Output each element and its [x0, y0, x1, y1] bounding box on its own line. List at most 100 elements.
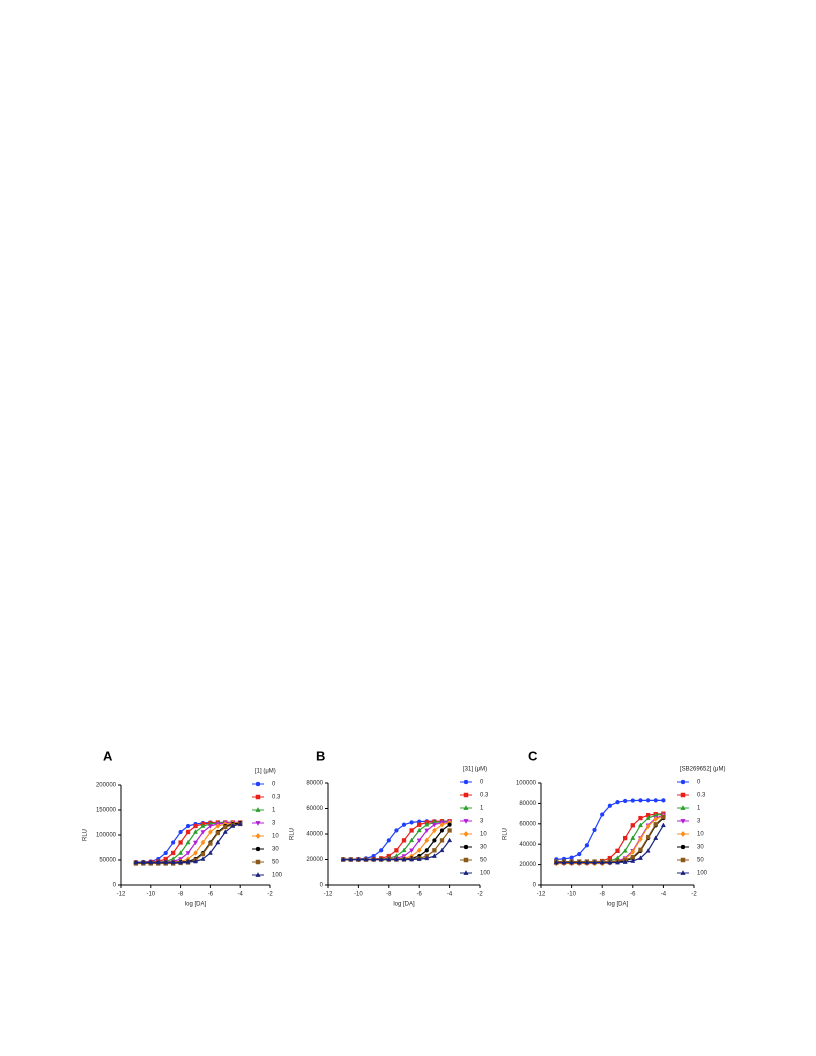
data-point [439, 828, 445, 833]
data-point [200, 856, 206, 861]
legend-label: 100 [697, 871, 708, 877]
legend-label: 50 [272, 860, 279, 866]
x-tick-label: -2 [691, 892, 697, 898]
data-point [363, 856, 369, 862]
data-point [348, 856, 354, 862]
legend-marker [463, 792, 469, 798]
data-point [386, 856, 392, 862]
data-point [645, 834, 651, 840]
legend-marker [255, 859, 261, 865]
data-point [599, 859, 605, 865]
data-point [630, 823, 635, 828]
legend-label: 0.3 [697, 793, 706, 799]
data-point [645, 815, 651, 820]
data-point [661, 814, 666, 820]
legend-marker [255, 821, 261, 826]
legend-marker [255, 846, 261, 852]
data-point [371, 856, 377, 862]
legend-label: 30 [480, 845, 487, 851]
legend-label: 1 [272, 808, 276, 814]
data-point [622, 859, 628, 864]
legend-label: 0.3 [480, 793, 489, 799]
legend-label: 100 [480, 871, 491, 877]
data-point [600, 812, 605, 817]
y-tick-label: 0 [533, 883, 537, 889]
data-point [200, 851, 206, 857]
x-axis-label: log [DA] [185, 902, 207, 908]
data-point [417, 822, 422, 827]
data-point [393, 856, 399, 862]
data-point [576, 859, 582, 865]
data-point [185, 829, 191, 835]
data-point [638, 815, 643, 821]
x-axis-label: log [DA] [607, 902, 629, 908]
data-point [401, 847, 407, 853]
legend-marker [680, 857, 686, 863]
data-point [661, 798, 666, 803]
data-point [432, 848, 437, 853]
data-point [155, 859, 161, 865]
data-point [653, 822, 658, 827]
y-tick-label: 60000 [306, 806, 323, 812]
legend-marker [680, 792, 686, 798]
legend-marker [463, 844, 469, 850]
data-point [409, 828, 414, 833]
data-point [185, 859, 191, 864]
y-tick-label: 100000 [96, 833, 117, 839]
data-point [207, 850, 213, 855]
panel-label: A [103, 748, 113, 763]
data-point [424, 828, 430, 834]
legend-label: 30 [272, 847, 279, 853]
data-point [416, 856, 422, 861]
data-point [171, 850, 176, 856]
x-tick-label: -2 [477, 892, 483, 898]
data-point [178, 840, 183, 845]
legend-label: 30 [697, 845, 704, 851]
y-tick-label: 40000 [519, 842, 536, 848]
data-point [401, 856, 407, 862]
data-point [416, 838, 422, 844]
data-point [424, 821, 430, 827]
data-point [584, 843, 590, 848]
legend-label: 3 [480, 819, 484, 825]
data-point [432, 838, 437, 843]
legend-marker [680, 831, 686, 837]
data-point [645, 848, 651, 853]
legend-marker [680, 819, 686, 824]
legend-marker [680, 870, 686, 875]
data-point [409, 848, 415, 854]
data-point [207, 829, 213, 835]
legend-label: 0 [272, 782, 276, 788]
data-point [592, 859, 598, 865]
data-point [637, 855, 643, 860]
y-tick-label: 0 [320, 883, 324, 889]
legend-label: 50 [480, 858, 487, 864]
data-point [424, 837, 430, 844]
y-tick-label: 80000 [306, 781, 323, 787]
x-tick-label: -6 [630, 892, 636, 898]
legend-label: 1 [697, 806, 701, 812]
data-point [140, 859, 146, 865]
data-point [424, 848, 429, 853]
legend-label: 10 [272, 834, 279, 840]
data-point [623, 798, 628, 804]
data-point [630, 858, 636, 863]
data-point [379, 848, 384, 853]
y-tick-label: 150000 [96, 808, 117, 814]
data-point [638, 798, 643, 803]
y-tick-label: 60000 [519, 821, 536, 827]
x-tick-label: -8 [600, 892, 606, 898]
data-point [222, 829, 228, 834]
data-point [439, 821, 445, 828]
data-point [192, 858, 199, 864]
y-axis-label: RLU [83, 829, 89, 841]
data-point [653, 835, 659, 840]
legend-marker [255, 794, 261, 800]
y-tick-label: 100000 [516, 781, 537, 787]
data-point [607, 859, 613, 865]
x-tick-label: -4 [238, 892, 244, 898]
data-point [431, 822, 437, 828]
data-point [340, 856, 346, 862]
legend-label: 3 [272, 821, 276, 827]
